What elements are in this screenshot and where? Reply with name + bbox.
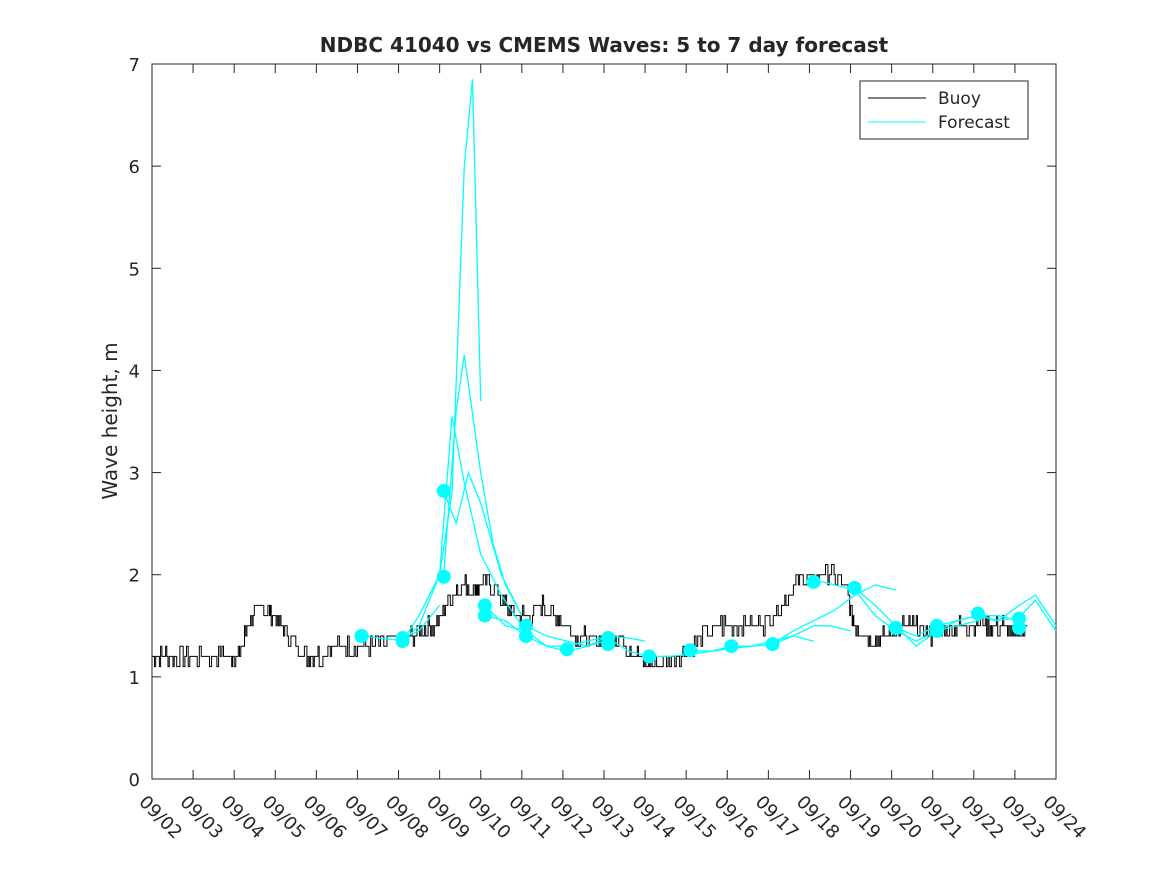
y-tick-label: 2 <box>129 566 140 587</box>
forecast-marker <box>970 606 985 621</box>
forecast-marker <box>477 608 492 623</box>
forecast-marker <box>642 649 657 664</box>
y-tick-label: 5 <box>129 259 140 280</box>
forecast-line <box>443 470 523 616</box>
legend-box <box>859 80 1029 140</box>
forecast-line <box>402 416 523 642</box>
forecast-marker <box>847 580 862 595</box>
forecast-line <box>525 625 646 647</box>
forecast-marker <box>888 620 903 635</box>
y-tick-label: 0 <box>129 770 140 791</box>
forecast-line <box>484 614 609 647</box>
axes-box <box>151 63 1057 780</box>
forecast-marker <box>1012 620 1027 635</box>
forecast-marker <box>518 629 533 643</box>
forecast-marker <box>436 569 451 584</box>
y-tick-label: 6 <box>129 157 140 178</box>
y-tick-label: 3 <box>129 464 140 485</box>
forecast-marker <box>806 574 821 589</box>
forecast-marker <box>724 639 739 654</box>
forecast-line <box>443 355 523 616</box>
forecast-marker <box>929 618 944 633</box>
forecast-marker <box>436 483 451 498</box>
y-axis-label: Wave height, m <box>98 342 122 499</box>
forecast-layer <box>361 79 1057 658</box>
legend-buoy-label: Buoy <box>938 89 981 109</box>
forecast-marker <box>560 642 575 657</box>
forecast-line <box>402 79 482 642</box>
forecast-marker <box>683 643 698 658</box>
legend-forecast-label: Forecast <box>938 113 1010 133</box>
forecast-marker <box>765 637 780 652</box>
forecast-line <box>813 579 938 642</box>
y-tick-label: 7 <box>129 55 140 76</box>
forecast-line <box>731 625 851 647</box>
forecast-marker <box>395 631 410 646</box>
plot-area: 0123456709/0209/0309/0409/0509/0609/0709… <box>129 55 1090 843</box>
forecast-marker <box>354 629 369 643</box>
forecast-marker <box>601 637 616 652</box>
y-tick-label: 1 <box>129 668 140 689</box>
chart-title: NDBC 41040 vs CMEMS Waves: 5 to 7 day fo… <box>320 33 889 57</box>
legend: Buoy Forecast <box>859 80 1029 140</box>
marker-layer <box>354 483 1027 664</box>
forecast-line <box>854 587 979 648</box>
y-tick-label: 4 <box>129 361 140 382</box>
forecast-line <box>772 584 896 645</box>
